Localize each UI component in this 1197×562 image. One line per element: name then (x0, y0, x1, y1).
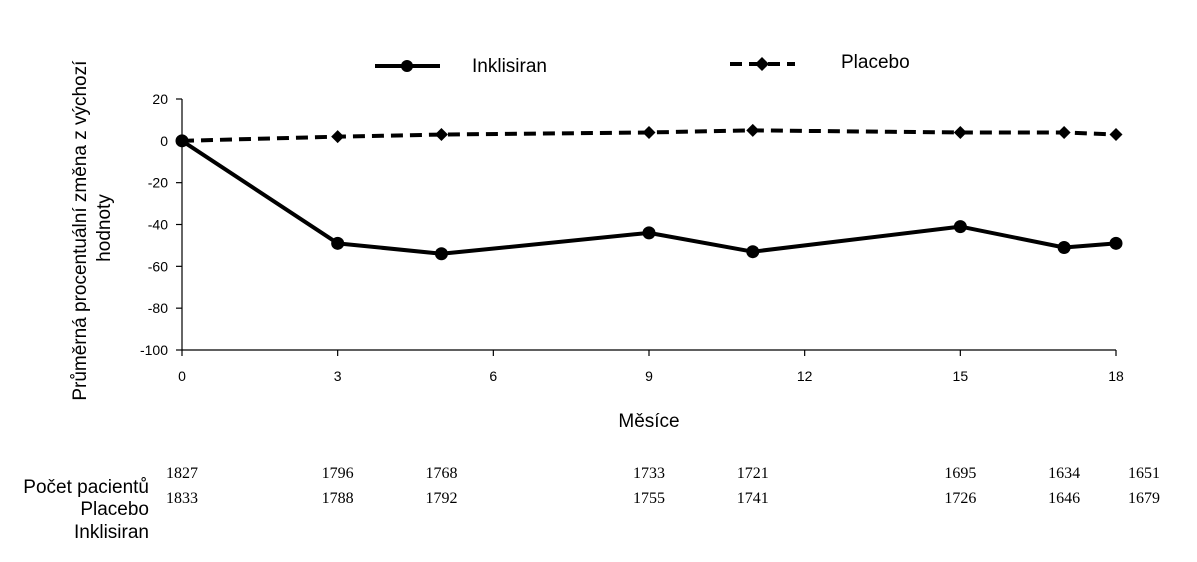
patients-table: Počet pacientů Placebo Inklisiran 1827 17… (23, 465, 1160, 543)
y-tick-label: -20 (148, 175, 168, 191)
patients-count-placebo: 1695 (944, 465, 976, 482)
y-tick-label: 20 (152, 91, 168, 107)
x-tick-label: 6 (489, 368, 497, 384)
patients-count-inklisiran: 1755 (633, 490, 665, 507)
patients-count-inklisiran: 1726 (944, 490, 976, 507)
legend: Inklisiran Placebo (375, 52, 910, 77)
patients-label-inklisiran: Inklisiran (74, 522, 149, 543)
data-point-placebo (1057, 125, 1071, 139)
series-line-placebo (181, 128, 1117, 143)
y-axis-title-line-2: hodnoty (94, 194, 115, 262)
legend-marker-placebo (755, 57, 769, 71)
data-point-placebo (175, 134, 189, 148)
data-point-inklisiran (746, 245, 760, 259)
x-tick-label: 3 (334, 368, 342, 384)
data-point-inklisiran (1109, 236, 1123, 250)
y-ticks: 20 0 -20 -40 -60 -80 -100 (140, 91, 182, 358)
data-point-inklisiran (953, 220, 967, 234)
data-point-placebo (953, 125, 967, 139)
legend-marker-inklisiran (401, 60, 413, 72)
data-point-placebo (642, 125, 656, 139)
y-axis-title-line-1: Průměrná procentuální změna z výchozí (70, 60, 91, 401)
patients-count-inklisiran: 1646 (1048, 490, 1080, 507)
data-point-inklisiran (1057, 241, 1071, 255)
patients-label-placebo: Placebo (80, 499, 149, 520)
data-point-placebo (1109, 128, 1123, 142)
x-tick-label: 0 (178, 368, 186, 384)
data-point-placebo (331, 130, 345, 144)
patients-count-placebo: 1721 (737, 465, 769, 482)
y-tick-label: -80 (148, 300, 168, 316)
patients-count-placebo: 1634 (1048, 465, 1080, 482)
count-row-placebo: 1827 1796 1768 1733 1721 1695 1634 1651 (166, 465, 1160, 482)
y-axis-title: Průměrná procentuální změna z výchozí ho… (70, 55, 115, 400)
data-point-placebo (746, 123, 760, 137)
patients-count-placebo: 1796 (322, 465, 354, 482)
patients-count-inklisiran: 1792 (425, 490, 457, 507)
data-point-inklisiran (642, 226, 656, 240)
data-point-inklisiran (434, 247, 448, 261)
x-tick-label: 15 (953, 368, 969, 384)
patients-count-inklisiran: 1833 (166, 490, 198, 507)
y-tick-label: -100 (140, 342, 168, 358)
count-row-inklisiran: 1833 1788 1792 1755 1741 1726 1646 1679 (166, 490, 1160, 507)
x-ticks: 0 3 6 9 12 15 18 (178, 350, 1124, 384)
y-tick-label: 0 (160, 133, 168, 149)
y-tick-label: -40 (148, 217, 168, 233)
x-tick-label: 18 (1108, 368, 1124, 384)
series-line-inklisiran (180, 139, 1117, 256)
series-layer (175, 123, 1123, 261)
patients-count-placebo: 1651 (1128, 465, 1160, 482)
y-tick-label: -60 (148, 258, 168, 274)
legend-label-placebo: Placebo (841, 52, 910, 73)
x-axis-title: Měsíce (618, 411, 679, 432)
patients-count-inklisiran: 1679 (1128, 490, 1160, 507)
patients-count-inklisiran: 1741 (737, 490, 769, 507)
patients-count-placebo: 1768 (425, 465, 457, 482)
x-tick-label: 9 (645, 368, 653, 384)
patients-label: Počet pacientů (23, 477, 149, 498)
legend-label-inklisiran: Inklisiran (472, 56, 547, 77)
data-point-inklisiran (331, 236, 345, 250)
patients-count-placebo: 1827 (166, 465, 198, 482)
patients-count-placebo: 1733 (633, 465, 665, 482)
data-point-placebo (434, 128, 448, 142)
patients-count-inklisiran: 1788 (322, 490, 354, 507)
x-tick-label: 12 (797, 368, 813, 384)
